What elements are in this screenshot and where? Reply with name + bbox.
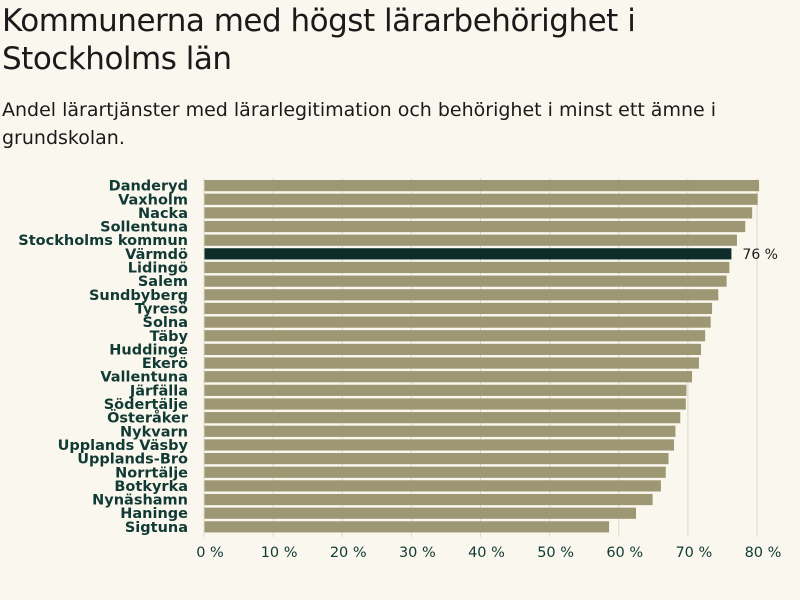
category-label: Vallentuna bbox=[100, 370, 188, 386]
tick-label: 50 % bbox=[537, 545, 574, 561]
bar bbox=[204, 193, 758, 205]
bar bbox=[204, 398, 686, 410]
category-label: Nacka bbox=[138, 206, 188, 222]
category-label: Salem bbox=[138, 274, 188, 290]
category-label: Ekerö bbox=[142, 356, 188, 372]
bar bbox=[204, 412, 681, 424]
category-label: Södertälje bbox=[104, 397, 188, 413]
category-label: Nykvarn bbox=[120, 424, 188, 440]
data-label: 76 % bbox=[742, 247, 778, 263]
bar bbox=[204, 425, 676, 437]
category-label: Nynäshamn bbox=[92, 493, 188, 509]
bar bbox=[204, 289, 719, 301]
bar bbox=[204, 384, 687, 396]
bar bbox=[204, 507, 637, 519]
bar bbox=[204, 453, 669, 465]
bar bbox=[204, 248, 732, 260]
bar bbox=[204, 493, 653, 506]
bar bbox=[204, 207, 753, 219]
bar bbox=[204, 439, 675, 451]
tick-label: 10 % bbox=[261, 545, 298, 561]
tick-label: 80 % bbox=[745, 545, 782, 561]
bar bbox=[204, 261, 730, 274]
category-label: Haninge bbox=[120, 506, 188, 522]
bar bbox=[204, 220, 746, 233]
category-label: Tyresö bbox=[135, 301, 188, 317]
bar bbox=[204, 180, 760, 192]
category-label: Botkyrka bbox=[114, 479, 188, 495]
category-label: Vaxholm bbox=[118, 192, 188, 208]
bar bbox=[204, 521, 610, 533]
bar bbox=[204, 466, 666, 478]
tick-label: 20 % bbox=[330, 545, 367, 561]
category-label: Österåker bbox=[107, 409, 189, 427]
chart-title: Kommunerna med högst lärarbehörighet i S… bbox=[2, 3, 636, 77]
category-label: Upplands-Bro bbox=[77, 452, 188, 468]
bar bbox=[204, 316, 711, 328]
tick-label: 70 % bbox=[675, 545, 712, 561]
bar bbox=[204, 480, 661, 492]
bar bbox=[204, 343, 702, 355]
category-label: Sigtuna bbox=[125, 520, 188, 536]
category-label: Värmdö bbox=[125, 247, 188, 263]
category-label: Danderyd bbox=[109, 179, 188, 195]
category-label: Solna bbox=[143, 315, 188, 331]
category-label: Norrtälje bbox=[115, 465, 188, 481]
bar bbox=[204, 302, 713, 315]
bar bbox=[204, 234, 737, 246]
category-label: Lidingö bbox=[128, 261, 188, 277]
bar bbox=[204, 357, 699, 369]
category-label: Upplands Väsby bbox=[58, 438, 189, 454]
category-label: Huddinge bbox=[109, 342, 188, 358]
category-label: Stockholms kommun bbox=[18, 233, 188, 249]
chart-subtitle: Andel lärartjänster med lärarlegitimatio… bbox=[2, 99, 717, 149]
category-label: Järfälla bbox=[129, 383, 188, 399]
bar bbox=[204, 330, 706, 342]
tick-label: 60 % bbox=[606, 545, 643, 561]
bar bbox=[204, 275, 727, 287]
category-label: Täby bbox=[150, 329, 189, 345]
category-label: Sollentuna bbox=[100, 220, 188, 236]
tick-label: 0 % bbox=[196, 545, 224, 561]
category-label: Sundbyberg bbox=[89, 288, 188, 304]
tick-label: 40 % bbox=[468, 545, 505, 561]
bar bbox=[204, 371, 693, 383]
tick-label: 30 % bbox=[399, 545, 436, 561]
